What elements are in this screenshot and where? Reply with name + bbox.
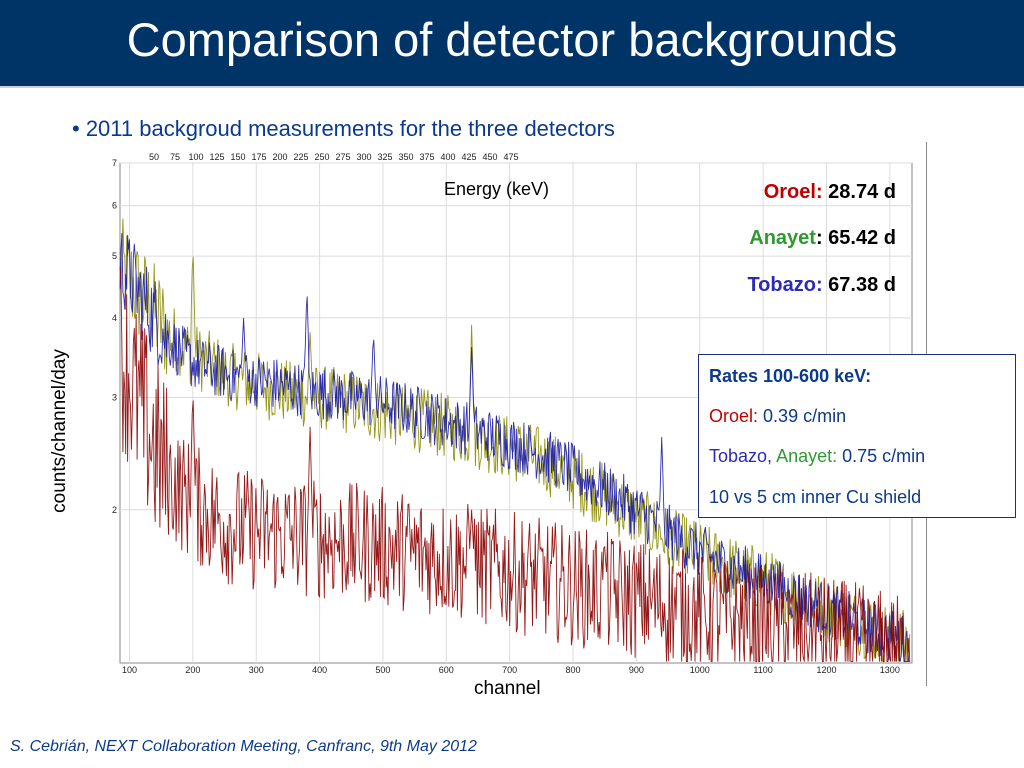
x2-tick-label: 325 [377, 152, 392, 162]
x2-tick-label: 450 [482, 152, 497, 162]
y-tick-label: 7 [112, 158, 117, 168]
exposure-name: Anayet [749, 227, 816, 249]
x-tick-label: 500 [375, 665, 390, 675]
y-axis-label: counts/channel/day [49, 349, 70, 513]
bullet-text: • 2011 backgroud measurements for the th… [72, 116, 615, 141]
trace-oroel [119, 266, 911, 663]
exposure-value: 67.38 d [828, 274, 896, 296]
exposure-value: 28.74 d [828, 181, 896, 203]
x2-tick-label: 75 [170, 152, 180, 162]
y-tick-label: 6 [112, 201, 117, 211]
x-tick-label: 200 [185, 665, 200, 675]
x-tick-label: 300 [249, 665, 264, 675]
y-tick-label: 2 [112, 505, 117, 515]
rates-shield-note: 10 vs 5 cm inner Cu shield [709, 487, 922, 507]
y-tick-label: 4 [112, 313, 117, 323]
x-tick-label: 1100 [753, 665, 772, 675]
slide-title: Comparison of detector backgrounds [126, 13, 898, 66]
x-tick-label: 600 [439, 665, 454, 675]
x2-tick-label: 350 [398, 152, 413, 162]
x2-tick-label: 225 [293, 152, 308, 162]
exposure-name: Tobazo: [747, 274, 823, 296]
x-axis-label: channel [474, 678, 541, 699]
exposure-tobazo: Tobazo: 67.38 d [747, 274, 896, 297]
rates-heading: Rates 100-600 keV: [709, 366, 872, 386]
rates-oroel-name: Oroel: [709, 406, 759, 426]
x2-tick-label: 200 [272, 152, 287, 162]
chart-traces [119, 218, 911, 663]
y-tick-label: 5 [112, 251, 117, 261]
x2-tick-label: 150 [230, 152, 245, 162]
x-tick-label: 700 [502, 665, 517, 675]
x2-tick-label: 300 [356, 152, 371, 162]
title-bar [0, 0, 1024, 88]
trace-tobazo [119, 233, 910, 663]
footer-citation: S. Cebrián, NEXT Collaboration Meeting, … [10, 738, 477, 755]
x2-tick-label: 100 [188, 152, 203, 162]
x2-tick-label: 400 [440, 152, 455, 162]
rates-box: Rates 100-600 keV: Oroel: 0.39 c/min Tob… [698, 354, 1016, 518]
rates-tobazo-anayet: Tobazo, Anayet: 0.75 c/min [709, 446, 925, 467]
exposure-oroel: Oroel: 28.74 d [764, 181, 896, 204]
x-tick-label: 100 [122, 665, 137, 675]
x2-tick-label: 50 [149, 152, 159, 162]
x2-tick-label: 175 [251, 152, 266, 162]
rates-oroel: Oroel: 0.39 c/min [709, 406, 846, 427]
x2-tick-label: 250 [314, 152, 329, 162]
y-tick-label: 3 [112, 393, 117, 403]
chart-axes: 100 200 300 400 500 600 700 800 900 1000 1100 1200 1… [112, 152, 900, 675]
x-tick-label: 1300 [880, 665, 900, 675]
rates-tobazo-anayet-value: 0.75 c/min [842, 446, 926, 466]
x2-tick-label: 125 [209, 152, 224, 162]
x2-tick-label: 425 [461, 152, 476, 162]
exposure-value: : 65.42 d [815, 227, 896, 249]
exposure-anayet: Anayet: 65.42 d [749, 227, 896, 250]
rates-anayet-name: Anayet: [776, 446, 838, 466]
energy-axis-label: Energy (keV) [444, 179, 550, 199]
exposure-name: Oroel: [763, 181, 823, 203]
x2-tick-label: 375 [419, 152, 434, 162]
x-tick-label: 1000 [690, 665, 710, 675]
x-tick-label: 1200 [816, 665, 836, 675]
rates-tobazo-name: Tobazo, [709, 446, 773, 466]
x-tick-label: 900 [629, 665, 644, 675]
rates-oroel-value: 0.39 c/min [763, 406, 847, 426]
x2-tick-label: 275 [335, 152, 350, 162]
x-tick-label: 400 [312, 665, 327, 675]
x2-tick-label: 475 [503, 152, 518, 162]
x-tick-label: 800 [566, 665, 581, 675]
